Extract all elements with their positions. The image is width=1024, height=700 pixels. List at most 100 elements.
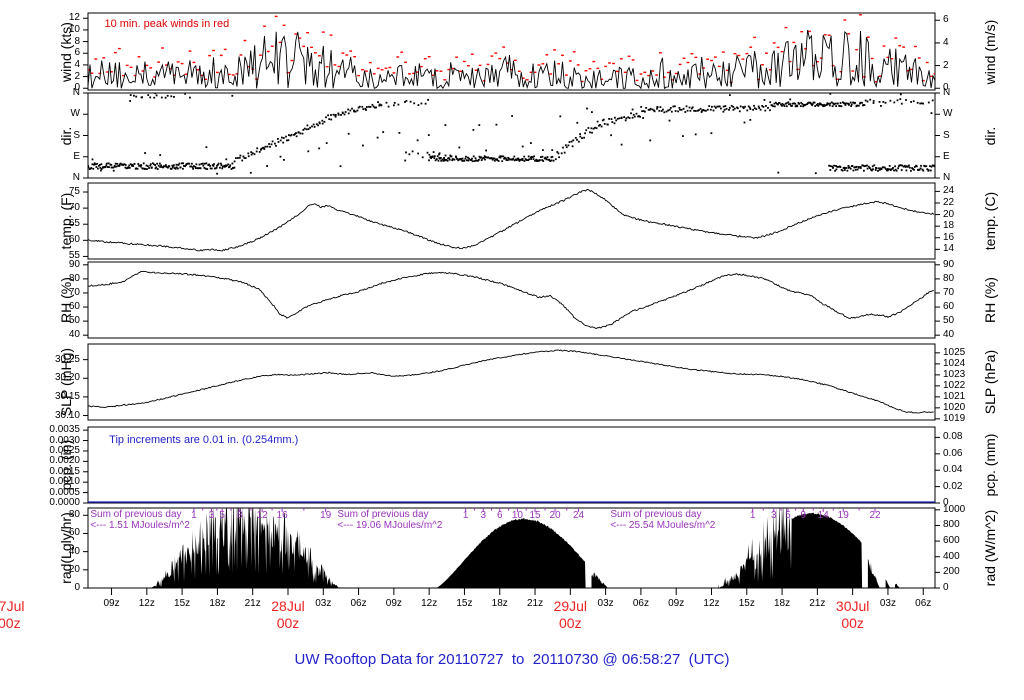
tick-label-right-rh: 90	[943, 258, 955, 270]
tick-label-right-rad: 600	[943, 535, 960, 547]
tick-label-left-rad: 40	[68, 545, 80, 557]
tick-label-right-pcp: 0.08	[943, 431, 963, 443]
slp-trace	[88, 349, 934, 414]
x-tick-label: 18z	[491, 598, 508, 609]
tick-label-left-rh: 40	[68, 329, 80, 341]
tick-label-left-rad: 0	[74, 582, 80, 593]
x-tick-label: 03z	[879, 598, 896, 609]
rad-sum-hour-label: 19	[837, 510, 849, 521]
rad-annotation-line2: <--- 1.51 MJoules/m^2	[90, 520, 190, 531]
tick-label-left-rad: 60	[68, 527, 80, 539]
tick-label-right-rh: 80	[943, 272, 955, 284]
x-date-label-clipped: 00z	[0, 615, 21, 631]
tick-label-left-rh: 80	[68, 272, 80, 284]
x-tick-label: 15z	[456, 598, 473, 609]
tick-label-left-rh: 60	[68, 301, 80, 313]
tick-label-left-dir: N	[72, 172, 80, 183]
tick-label-left-pcp: 0.0035	[49, 424, 80, 436]
tick-label-left-dir: S	[73, 129, 80, 141]
tick-label-left-temp: 65	[68, 218, 80, 230]
rad-sum-hour-label: 16	[276, 510, 288, 521]
tick-label-right-slp: 1021	[943, 390, 966, 402]
tick-label-right-slp: 1023	[943, 368, 966, 380]
tick-label-right-temp: 16	[943, 231, 955, 243]
tick-label-left-temp: 70	[68, 202, 80, 214]
x-tick-label: 06z	[915, 598, 932, 609]
wind-note: 10 min. peak winds in red	[104, 18, 230, 30]
tick-label-left-rad: 20	[68, 563, 80, 575]
tick-label-right-rad: 800	[943, 519, 960, 531]
x-date-label: 00z	[559, 615, 582, 631]
tick-label-left-rh: 50	[68, 315, 80, 327]
rad-sum-hour-label: 22	[869, 510, 881, 521]
tick-label-left-wind: 12	[68, 12, 80, 24]
rad-annotation-line1: Sum of previous day	[90, 509, 182, 520]
tick-label-right-temp: 14	[943, 243, 955, 255]
tick-label-left-wind: 2	[74, 70, 80, 82]
tick-label-left-temp: 55	[68, 250, 80, 262]
x-date-label: 30Jul	[835, 598, 870, 614]
x-tick-label: 12z	[138, 598, 155, 609]
rad-sum-hour-label: 12	[256, 510, 268, 521]
rad-sum-hour-label: 8	[236, 510, 243, 521]
tick-label-right-rh: 40	[943, 329, 955, 341]
tick-label-right-dir: W	[943, 108, 953, 120]
tick-label-right-temp: 24	[943, 185, 955, 197]
tick-label-right-dir: N	[943, 172, 951, 183]
tick-label-left-pcp: 0.0025	[49, 444, 80, 456]
x-tick-label: 15z	[738, 598, 755, 609]
rad-annotation-line1: Sum of previous day	[610, 509, 702, 520]
tick-label-right-rh: 50	[943, 315, 955, 327]
x-tick-label: 18z	[774, 598, 791, 609]
tick-label-right-temp: 20	[943, 208, 955, 220]
tick-label-right-rh: 70	[943, 286, 955, 298]
x-tick-label: 03z	[315, 598, 332, 609]
tick-label-right-rad: 0	[943, 582, 949, 593]
tick-label-left-slp: 30.15	[54, 390, 80, 402]
rad-sum-hour-label: 5	[219, 510, 225, 521]
tick-label-right-wind: 6	[943, 14, 949, 26]
x-tick-label: 06z	[632, 598, 649, 609]
tick-label-left-pcp: 0.0015	[49, 465, 80, 477]
solar-radiation-area	[150, 508, 900, 588]
x-tick-label: 09z	[103, 598, 120, 609]
tick-label-left-pcp: 0.0030	[49, 434, 80, 446]
tick-label-left-pcp: 0.0020	[49, 455, 80, 467]
tick-label-left-rh: 70	[68, 286, 80, 298]
figure-title: UW Rooftop Data for 20110727 to 20110730…	[294, 651, 730, 668]
tick-label-right-wind: 4	[943, 36, 949, 48]
tick-label-left-pcp: 0.0000	[49, 497, 80, 508]
tick-label-right-pcp: 0	[943, 497, 949, 508]
panel-border-slp	[87, 343, 936, 421]
tick-label-right-rad: 400	[943, 550, 960, 562]
rad-sum-hour-label: 14	[817, 510, 829, 521]
panel-border-temp	[87, 182, 936, 260]
rad-annotation-line2: <--- 19.06 MJoules/m^2	[337, 520, 443, 531]
x-date-label: 29Jul	[553, 598, 588, 614]
tick-label-left-rh: 90	[68, 258, 80, 270]
tick-label-left-wind: 4	[74, 58, 80, 70]
tick-label-right-slp: 1025	[943, 346, 966, 358]
panel-border-wind	[87, 12, 936, 91]
tick-label-right-rad: 200	[943, 566, 960, 578]
x-tick-label: 21z	[244, 598, 261, 609]
tick-label-right-rad: 1000	[943, 503, 966, 515]
tick-label-right-pcp: 0.04	[943, 464, 963, 476]
x-tick-label: 12z	[421, 598, 438, 609]
rad-sum-hour-label: 3	[480, 510, 487, 521]
tick-label-right-wind: 0	[943, 82, 949, 94]
x-date-label: 00z	[841, 615, 864, 631]
tick-label-left-temp: 60	[68, 234, 80, 246]
rad-annotation-line2: <--- 25.54 MJoules/m^2	[610, 520, 716, 531]
tick-label-left-dir: N	[72, 87, 80, 98]
tick-label-right-pcp: 0.02	[943, 480, 963, 492]
rad-annotation-line1: Sum of previous day	[337, 509, 429, 520]
tick-label-right-slp: 1020	[943, 401, 966, 413]
rad-sum-hour-label: 20	[549, 510, 561, 521]
axis-title-right-rad: rad (W/m^2)	[981, 509, 998, 587]
x-tick-label: 09z	[668, 598, 685, 609]
rad-sum-hour-label: 19	[320, 510, 332, 521]
rad-sum-hour-label: 1	[749, 510, 756, 521]
